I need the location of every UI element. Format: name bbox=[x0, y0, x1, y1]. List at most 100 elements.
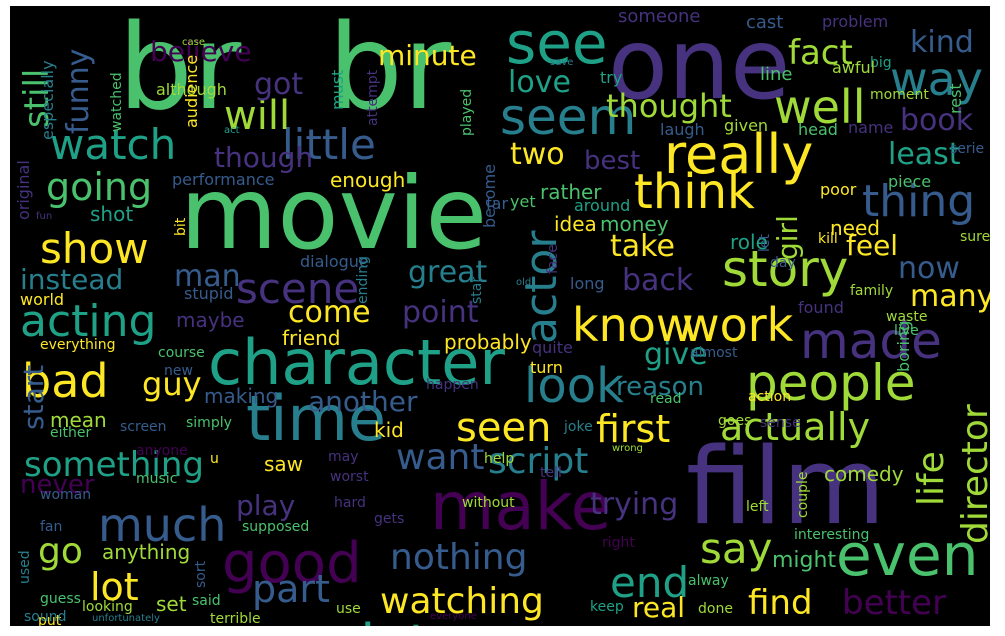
word-br-2: br bbox=[328, 6, 452, 136]
word-thing: thing bbox=[862, 176, 976, 227]
word-use: use bbox=[336, 601, 361, 617]
word-probably: probably bbox=[444, 330, 532, 354]
word-dialogue: dialogue bbox=[300, 252, 369, 271]
word-made: made bbox=[800, 312, 942, 370]
word-action: action bbox=[748, 389, 792, 405]
word-cast: cast bbox=[746, 12, 784, 33]
word-go: go bbox=[38, 531, 83, 572]
word-must: must bbox=[328, 69, 347, 110]
word-u: u bbox=[210, 451, 219, 467]
word-life: life bbox=[911, 451, 952, 506]
word-make: make bbox=[430, 468, 612, 545]
word-boring: boring bbox=[894, 320, 913, 372]
word-find: find bbox=[748, 583, 813, 623]
word-piece: piece bbox=[888, 172, 932, 191]
word-movie: movie bbox=[180, 155, 488, 272]
word-used: used bbox=[17, 550, 33, 584]
word-work: work bbox=[682, 298, 794, 352]
word-interesting: interesting bbox=[794, 527, 870, 543]
word-maybe: maybe bbox=[176, 308, 245, 332]
word-man: man bbox=[174, 259, 241, 294]
word-waste: waste bbox=[886, 309, 928, 325]
word-keep: keep bbox=[590, 599, 624, 615]
word-know: know bbox=[572, 298, 694, 352]
word-bit: bit bbox=[173, 217, 189, 236]
word-best: best bbox=[584, 146, 641, 176]
word-tell: tell bbox=[540, 465, 562, 481]
word-role: role bbox=[730, 230, 768, 254]
word-love: love bbox=[508, 65, 571, 100]
word-live: live bbox=[894, 323, 919, 339]
word-money: money bbox=[600, 212, 669, 236]
word-someone: someone bbox=[618, 6, 701, 27]
word-read: read bbox=[650, 391, 682, 407]
word-first: first bbox=[596, 407, 671, 451]
word-kid: kid bbox=[374, 418, 404, 442]
word-anything: anything bbox=[102, 540, 191, 564]
word-watch: watch bbox=[50, 120, 177, 169]
word-see: see bbox=[506, 9, 608, 77]
word-plot: plot bbox=[326, 618, 430, 627]
word-gets: gets bbox=[374, 511, 405, 527]
word-girl: girl bbox=[771, 215, 804, 260]
word-case: case bbox=[182, 37, 205, 48]
word-good: good bbox=[222, 531, 362, 596]
word-character: character bbox=[208, 326, 505, 399]
word-fun: fun bbox=[36, 211, 53, 222]
word-end: end bbox=[610, 558, 690, 607]
word-set: set bbox=[156, 592, 187, 616]
word-far: far bbox=[486, 194, 509, 213]
word-alway: alway bbox=[688, 573, 729, 589]
word-woman: woman bbox=[40, 487, 92, 503]
word-watched: watched bbox=[109, 72, 125, 132]
word-making: making bbox=[204, 384, 279, 408]
word-everything: everything bbox=[40, 337, 116, 353]
word-put: put bbox=[38, 613, 62, 626]
word-either: either bbox=[50, 425, 92, 441]
word-say: say bbox=[700, 524, 773, 573]
word-big: big bbox=[870, 55, 892, 71]
word-ending: ending bbox=[355, 255, 371, 304]
word-music: music bbox=[136, 471, 178, 487]
word-actually: actually bbox=[720, 405, 871, 449]
word-mean: mean bbox=[50, 408, 107, 432]
word-watching: watching bbox=[380, 581, 544, 622]
word-point: point bbox=[402, 295, 479, 330]
word-act: act bbox=[224, 125, 240, 136]
word-br-1: br bbox=[118, 6, 242, 136]
word-simply: simply bbox=[186, 415, 232, 431]
word-show: show bbox=[40, 224, 149, 273]
word-performance: performance bbox=[172, 170, 275, 189]
word-stupid: stupid bbox=[184, 284, 234, 303]
word-look: look bbox=[524, 358, 624, 414]
word-fan: fan bbox=[40, 519, 63, 535]
word-scene: scene bbox=[236, 264, 360, 313]
word-kill: kill bbox=[818, 231, 838, 247]
word-director: director bbox=[955, 404, 990, 544]
word-better: better bbox=[842, 583, 947, 623]
word-family: family bbox=[850, 283, 894, 299]
word-star: star bbox=[469, 276, 485, 304]
word-back: back bbox=[622, 263, 694, 298]
word-friend: friend bbox=[282, 326, 341, 350]
word-head: head bbox=[798, 120, 838, 139]
word-part: part bbox=[252, 567, 330, 611]
word-saw: saw bbox=[264, 452, 304, 476]
word-anyone: anyone bbox=[136, 443, 188, 459]
word-yet: yet bbox=[510, 192, 536, 211]
word-bad: bad bbox=[22, 354, 109, 408]
word-given: given bbox=[724, 116, 769, 135]
word-terrible: terrible bbox=[210, 611, 261, 626]
word-right: right bbox=[602, 535, 635, 551]
word-think: think bbox=[634, 164, 755, 220]
word-need: need bbox=[830, 216, 880, 240]
word-way: way bbox=[890, 52, 984, 106]
word-book: book bbox=[900, 103, 974, 138]
word-might: might bbox=[772, 548, 837, 573]
word-reason: reason bbox=[616, 372, 704, 402]
word-help: help bbox=[484, 451, 515, 467]
word-sense: sense bbox=[760, 415, 801, 431]
word-face: face bbox=[545, 244, 561, 274]
word-moment: moment bbox=[870, 87, 929, 103]
word-acting: acting bbox=[20, 296, 157, 347]
